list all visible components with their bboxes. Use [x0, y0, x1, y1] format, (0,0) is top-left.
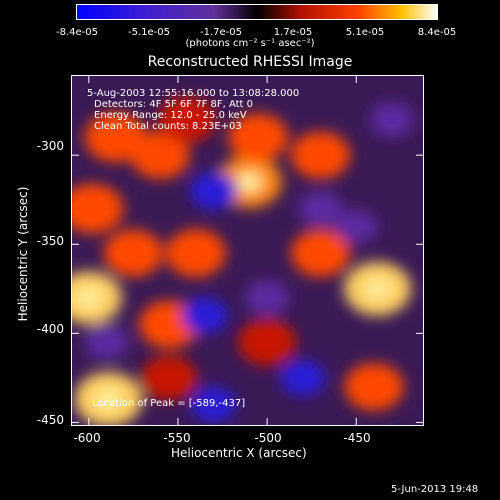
colorbar-unit-label: (photons cm⁻² s⁻¹ asec⁻²) [185, 38, 315, 49]
x-tick-label: -500 [254, 431, 282, 445]
negative-blob [84, 324, 129, 360]
emission-blob [228, 113, 289, 162]
negative-blob [191, 386, 237, 423]
chart-title: Reconstructed RHESSI Image [147, 54, 353, 70]
negative-blob [190, 171, 238, 210]
footer-date: 5-Jun-2013 19:48 [391, 484, 479, 495]
negative-blob [245, 280, 290, 316]
emission-peak-core [365, 278, 390, 299]
peak-location-annotation: Location of Peak = [-589,-437] [92, 398, 246, 409]
energy-range-annotation: Energy Range: 12.0 - 25.0 keV [94, 110, 247, 121]
colorbar [76, 4, 438, 20]
emission-blob [291, 131, 351, 179]
time-range-annotation: 5-Aug-2003 12:55:16.000 to 13:08:28.000 [87, 88, 300, 99]
plot-frame [71, 75, 424, 426]
y-tick-label: -300 [36, 139, 64, 153]
emission-blob [84, 112, 147, 163]
counts-annotation: Clean Total counts: 8.23E+03 [94, 121, 242, 132]
emission-peak-core [96, 389, 121, 410]
emission-blob [344, 363, 404, 411]
x-tick-label: -450 [343, 431, 371, 445]
y-tick-label: -400 [36, 322, 64, 336]
emission-blob [165, 229, 226, 278]
colorbar-tick: -8.4e-05 [56, 27, 98, 38]
x-tick-label: -600 [73, 431, 101, 445]
plot-area [71, 75, 424, 426]
colorbar-tick: 5.1e-05 [345, 27, 385, 38]
y-tick-label: -350 [36, 234, 64, 248]
detectors-annotation: Detectors: 4F 5F 6F 7F 8F, Att 0 [94, 99, 254, 110]
emission-peak-core [237, 171, 262, 192]
colorbar-tick: 1.7e-05 [273, 27, 313, 38]
negative-blob [298, 191, 343, 227]
emission-blob [238, 319, 297, 366]
negative-blob [369, 101, 414, 138]
y-tick-label: -450 [36, 413, 64, 427]
negative-blob [280, 359, 326, 396]
emission-blob [157, 96, 216, 143]
colorbar-tick: 8.4e-05 [417, 27, 457, 38]
x-axis-label: Heliocentric X (arcsec) [171, 446, 307, 460]
x-tick-label: -550 [163, 431, 191, 445]
negative-blob [335, 209, 378, 244]
y-axis-label: Heliocentric Y (arcsec) [16, 186, 30, 322]
emission-blob [71, 183, 124, 234]
colorbar-tick: -1.7e-05 [200, 27, 242, 38]
emission-blob [130, 131, 190, 179]
emission-blob [103, 229, 163, 277]
emission-blob [141, 355, 198, 401]
negative-blob [181, 297, 228, 334]
emission-blob [291, 229, 351, 277]
colorbar-tick: -5.1e-05 [128, 27, 170, 38]
emission-peak-core [76, 287, 101, 308]
